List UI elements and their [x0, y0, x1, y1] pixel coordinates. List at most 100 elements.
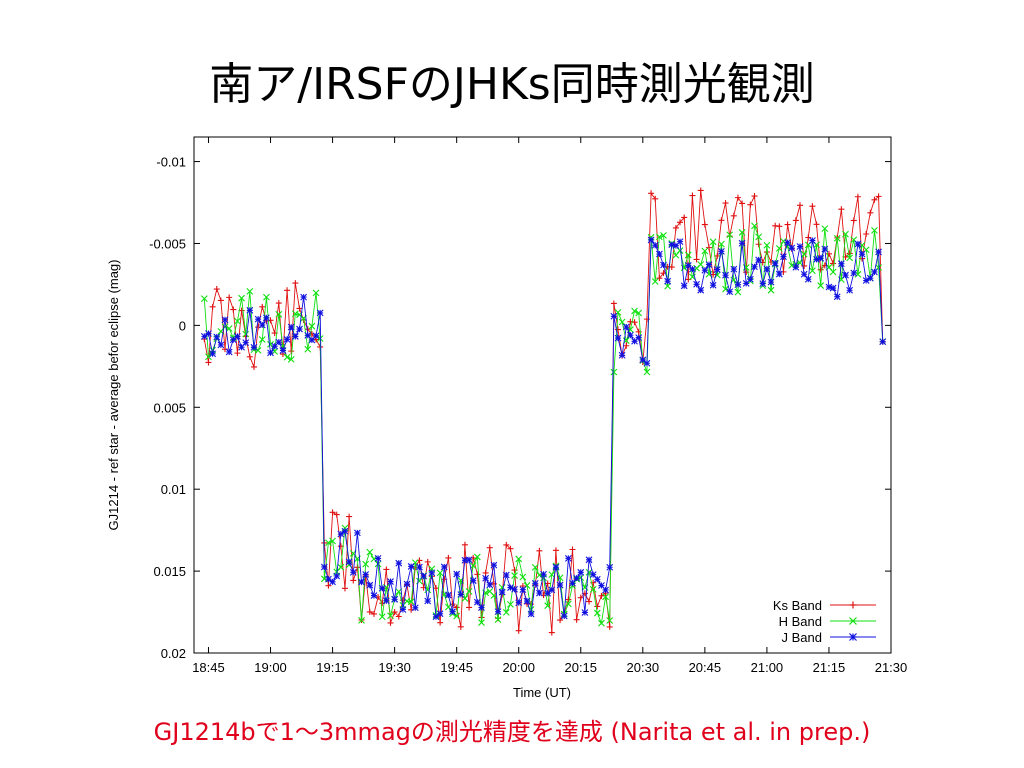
data-point	[382, 597, 390, 605]
data-point	[536, 589, 543, 597]
data-point	[606, 563, 614, 571]
data-point	[366, 608, 373, 615]
data-point	[602, 593, 609, 601]
data-point	[205, 353, 212, 361]
data-point	[221, 316, 229, 324]
data-point	[821, 245, 829, 253]
data-point	[643, 359, 651, 367]
data-point	[254, 346, 262, 354]
data-point	[775, 244, 783, 252]
data-point	[209, 350, 217, 358]
data-point	[523, 597, 531, 605]
data-point	[825, 250, 832, 257]
data-point	[593, 609, 601, 617]
data-point	[618, 351, 626, 359]
data-point	[713, 266, 721, 273]
data-point	[800, 250, 808, 258]
data-point	[593, 575, 601, 583]
data-point	[407, 598, 415, 606]
data-point	[407, 563, 415, 570]
data-point	[701, 266, 709, 274]
data-point	[329, 509, 336, 516]
data-point	[854, 193, 861, 200]
legend-label: Ks Band	[773, 598, 822, 613]
data-point	[871, 196, 878, 203]
data-point	[283, 353, 291, 361]
x-tick-label: 19:15	[316, 660, 349, 675]
data-point	[287, 323, 295, 331]
data-point	[507, 584, 514, 591]
data-point	[284, 287, 291, 294]
data-point	[780, 237, 787, 245]
data-point	[258, 321, 266, 329]
legend-label: J Band	[782, 630, 822, 645]
x-tick-label: 18:45	[192, 660, 225, 675]
data-point	[279, 347, 287, 354]
data-point	[862, 277, 870, 284]
data-point	[676, 238, 684, 246]
data-point	[726, 231, 734, 239]
data-point	[325, 575, 332, 583]
data-point	[821, 225, 829, 232]
data-point	[569, 579, 576, 587]
data-point	[689, 192, 696, 199]
data-point	[482, 569, 489, 576]
data-point	[635, 309, 643, 317]
data-point	[581, 609, 589, 616]
data-point	[709, 281, 717, 289]
data-point	[469, 577, 477, 585]
data-point	[863, 230, 870, 237]
data-point	[796, 202, 803, 209]
data-point	[557, 617, 564, 624]
data-point	[531, 563, 539, 571]
data-point	[813, 221, 820, 228]
data-point	[705, 261, 713, 269]
data-point	[684, 262, 692, 269]
x-tick-label: 19:45	[440, 660, 473, 675]
series-line	[203, 225, 884, 625]
data-point	[792, 217, 799, 224]
x-axis-label: Time (UT)	[513, 685, 571, 700]
slide-title: 南ア/IRSFのJHKs同時測光観測	[209, 59, 815, 110]
data-point	[805, 234, 812, 241]
data-point	[507, 545, 514, 552]
legend-marker	[849, 617, 857, 625]
data-point	[792, 263, 800, 271]
data-point	[416, 563, 423, 571]
data-point	[701, 247, 709, 255]
data-point	[767, 278, 775, 286]
data-point	[217, 297, 224, 304]
data-point	[842, 271, 849, 279]
data-point	[730, 212, 737, 219]
data-point	[399, 597, 406, 604]
data-point	[560, 612, 568, 620]
data-point	[258, 336, 266, 343]
data-point	[366, 581, 374, 589]
x-tick-label: 20:15	[564, 660, 597, 675]
legend-marker	[849, 601, 857, 609]
data-point	[565, 596, 572, 603]
data-point	[350, 577, 357, 584]
data-point	[586, 598, 593, 605]
data-point	[515, 627, 522, 634]
data-point	[238, 294, 245, 302]
data-point	[680, 282, 688, 290]
data-point	[623, 342, 630, 349]
data-point	[796, 243, 804, 250]
data-point	[490, 561, 498, 569]
data-point	[432, 613, 440, 621]
data-point	[718, 240, 725, 248]
data-point	[842, 230, 849, 238]
data-point	[275, 338, 283, 346]
data-point	[569, 546, 576, 553]
data-point	[329, 537, 336, 545]
data-point	[466, 604, 473, 611]
data-point	[660, 261, 667, 269]
data-point	[718, 217, 725, 224]
data-point	[395, 559, 403, 567]
data-point	[304, 331, 312, 339]
data-point	[263, 293, 270, 301]
data-point	[577, 568, 585, 576]
data-point	[246, 306, 254, 314]
data-point	[519, 586, 527, 594]
